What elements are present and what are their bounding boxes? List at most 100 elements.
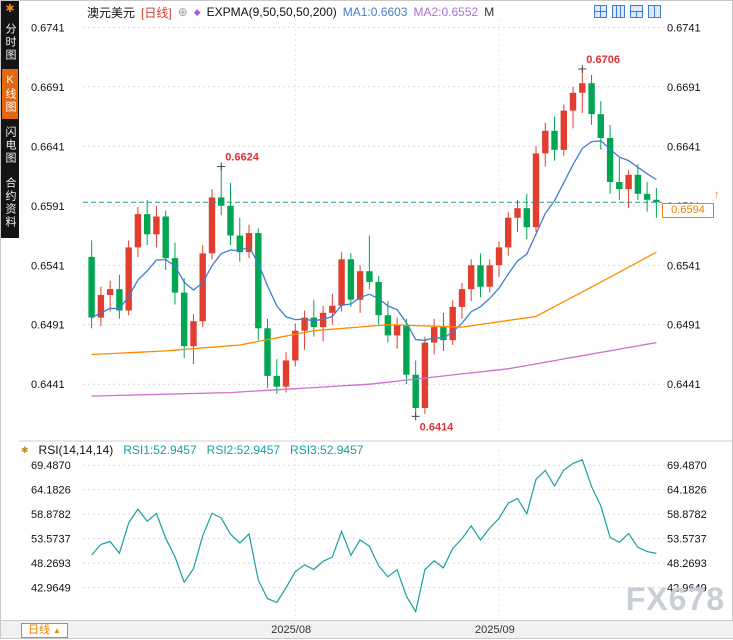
sidebar-tab-kline-chart[interactable]: K线图 — [2, 69, 18, 119]
layout-icon-group — [594, 5, 661, 18]
candle-body — [532, 153, 540, 228]
candle-body — [292, 330, 299, 361]
candle-body — [88, 256, 95, 318]
candle-body — [208, 197, 216, 254]
indicator-icon: ◆ — [193, 6, 201, 17]
candle-body — [579, 83, 586, 93]
candle-body — [495, 247, 503, 266]
expand-icon[interactable]: ⊕ — [177, 5, 188, 19]
rsi3-value: RSI3:52.9457 — [290, 443, 364, 457]
rsi-axis-label-left: 64.1826 — [31, 485, 71, 497]
sidebar-tab-timeshare-chart[interactable]: 分时图 — [2, 18, 18, 67]
candle-body — [264, 328, 271, 376]
rsi-axis-label-left: 42.9649 — [31, 583, 71, 595]
candle-body — [542, 130, 549, 154]
candle-body — [310, 317, 317, 328]
price-axis-label-right: 0.6541 — [667, 260, 701, 272]
candle-body — [227, 205, 234, 236]
candle-body — [218, 197, 225, 206]
candle-body — [440, 327, 447, 341]
candle-body — [634, 174, 642, 194]
candle-body — [643, 193, 651, 200]
candle-body — [625, 174, 632, 190]
rsi-indicator-name: RSI(14,14,14) — [38, 443, 114, 457]
candle-body — [301, 317, 308, 331]
candle-body — [403, 324, 410, 375]
candle-body — [514, 208, 521, 218]
rsi-axis-label-right: 48.2693 — [667, 558, 707, 570]
period-button[interactable]: 日线 ▲ — [21, 623, 68, 638]
layout-grid-2col-icon[interactable] — [648, 5, 661, 18]
candle-body — [569, 92, 577, 111]
candle-body — [329, 305, 336, 313]
candle-body — [431, 327, 438, 343]
ma1-value: MA1:0.6603 — [342, 5, 408, 19]
x-axis-label: 2025/08 — [271, 624, 312, 636]
expma50-line — [91, 251, 657, 356]
candle-body — [653, 199, 660, 203]
price-axis-label-right: 0.6441 — [667, 379, 701, 391]
candle-body — [199, 253, 206, 322]
rsi-axis-label-right: 42.9649 — [667, 583, 707, 595]
rsi-header: ✱ RSI(14,14,14) RSI1:52.9457 RSI2:52.945… — [21, 443, 363, 457]
candle-body — [125, 247, 132, 311]
candle-body — [116, 289, 123, 311]
price-axis-label-left: 0.6641 — [31, 141, 65, 153]
candle-body — [347, 259, 355, 300]
candle-body — [134, 214, 142, 248]
candle-body — [616, 182, 623, 190]
expma200-line — [91, 341, 657, 397]
scroll-to-latest-arrow-icon[interactable]: ↑ — [714, 189, 720, 202]
rsi-line — [91, 459, 657, 614]
candle-body — [144, 214, 151, 235]
candle-body — [236, 235, 243, 253]
sidebar: ✱ 分时图 K线图 闪电图 合约资料 — [1, 1, 19, 238]
layout-grid-3col-icon[interactable] — [612, 5, 625, 18]
sidebar-tab-lightning-chart[interactable]: 闪电图 — [2, 121, 18, 170]
candle-body — [477, 265, 484, 287]
layout-grid-1-2-icon[interactable] — [630, 5, 643, 18]
price-annotation: 0.6706 — [586, 54, 620, 66]
footer-bar: 2025/08 2025/09 日线 ▲ — [1, 620, 733, 638]
candle-body — [551, 130, 558, 150]
price-axis-label-left: 0.6441 — [31, 379, 65, 391]
candle-body — [245, 233, 253, 253]
rsi1-value: RSI1:52.9457 — [123, 443, 197, 457]
chart-header: 澳元美元 [日线] ⊕ ◆ EXPMA(9,50,50,50,200) MA1:… — [87, 4, 494, 20]
last-price-tag: 0.6594 — [662, 203, 714, 219]
price-axis-label-left: 0.6591 — [31, 201, 65, 213]
expma9-line — [91, 140, 657, 341]
rsi-axis-label-left: 48.2693 — [31, 558, 71, 570]
app-icon[interactable]: ✱ — [5, 3, 15, 15]
period-label: [日线] — [141, 5, 172, 20]
sidebar-tab-contract-info[interactable]: 合约资料 — [2, 172, 18, 234]
rsi-axis-label-left: 58.8782 — [31, 509, 71, 521]
ma2-value: MA2:0.6552 — [413, 5, 479, 19]
candle-body — [421, 342, 429, 408]
candle-body — [97, 295, 105, 318]
instrument-name: 澳元美元 — [87, 5, 136, 20]
candle-body — [597, 114, 604, 138]
rsi-axis-label-right: 58.8782 — [667, 509, 707, 521]
candle-body — [449, 306, 456, 341]
candle-body — [273, 375, 280, 387]
candle-body — [393, 324, 401, 336]
candle-body — [560, 110, 567, 150]
candle-body — [366, 271, 373, 282]
candle-body — [523, 208, 530, 228]
rsi-axis-label-left: 53.5737 — [31, 534, 71, 546]
watermark: FX678 — [625, 581, 725, 617]
x-axis-label: 2025/09 — [474, 624, 515, 636]
rsi-axis-label-right: 64.1826 — [667, 485, 707, 497]
indicator-name: EXPMA(9,50,50,50,200) — [206, 5, 337, 19]
candle-body — [171, 258, 179, 293]
candle-body — [153, 216, 160, 235]
candle-body — [338, 259, 345, 306]
period-button-label: 日线 — [28, 624, 50, 636]
price-axis-label-left: 0.6741 — [31, 22, 65, 34]
x-axis-labels: 2025/08 2025/09 — [1, 621, 733, 638]
candle-body — [486, 265, 493, 287]
layout-grid-2x2-icon[interactable] — [594, 5, 607, 18]
